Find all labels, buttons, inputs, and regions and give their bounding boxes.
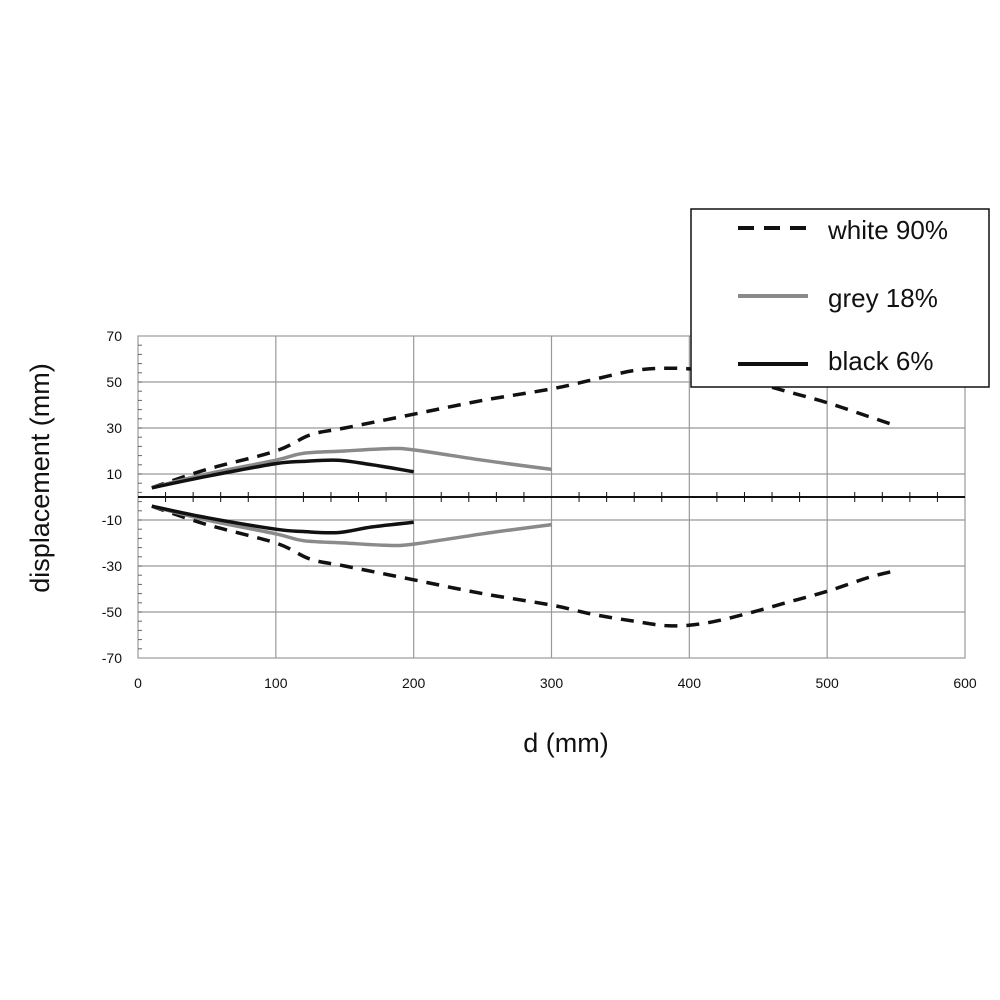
series-lines bbox=[151, 366, 897, 628]
x-tick-label: 100 bbox=[264, 675, 288, 691]
x-tick-label: 500 bbox=[815, 675, 839, 691]
minor-ticks bbox=[138, 344, 938, 650]
tick-labels: 0 100 200 300 400 500 600 70 50 30 10 -10 -30 -50 -70 bbox=[102, 328, 977, 691]
legend-label-black: black 6% bbox=[828, 346, 934, 376]
x-tick-label: 400 bbox=[678, 675, 702, 691]
x-tick-label: 600 bbox=[953, 675, 977, 691]
y-tick-label: 10 bbox=[106, 466, 122, 482]
y-tick-label: -50 bbox=[102, 604, 122, 620]
y-tick-label: -10 bbox=[102, 512, 122, 528]
legend: white 90% grey 18% black 6% bbox=[690, 208, 990, 388]
legend-label-white: white 90% bbox=[827, 215, 948, 245]
x-tick-label: 200 bbox=[402, 675, 426, 691]
grid bbox=[137, 335, 966, 659]
series-line-grey-lower bbox=[151, 504, 552, 548]
y-tick-label: 30 bbox=[106, 420, 122, 436]
series-line-white-lower bbox=[151, 504, 897, 628]
y-tick-label: 50 bbox=[106, 374, 122, 390]
x-tick-label: 300 bbox=[540, 675, 564, 691]
y-axis-title: displacement (mm) bbox=[25, 363, 55, 593]
y-tick-label: -30 bbox=[102, 558, 122, 574]
y-tick-label: -70 bbox=[102, 650, 122, 666]
legend-label-grey: grey 18% bbox=[828, 283, 938, 313]
x-axis-title: d (mm) bbox=[523, 728, 608, 758]
series-line-black-lower bbox=[151, 504, 414, 535]
series-line-black-upper bbox=[151, 458, 414, 490]
x-tick-label: 0 bbox=[134, 675, 142, 691]
series-line-white-upper bbox=[151, 366, 897, 490]
series-line-grey-upper bbox=[151, 446, 552, 490]
y-tick-label: 70 bbox=[106, 328, 122, 344]
